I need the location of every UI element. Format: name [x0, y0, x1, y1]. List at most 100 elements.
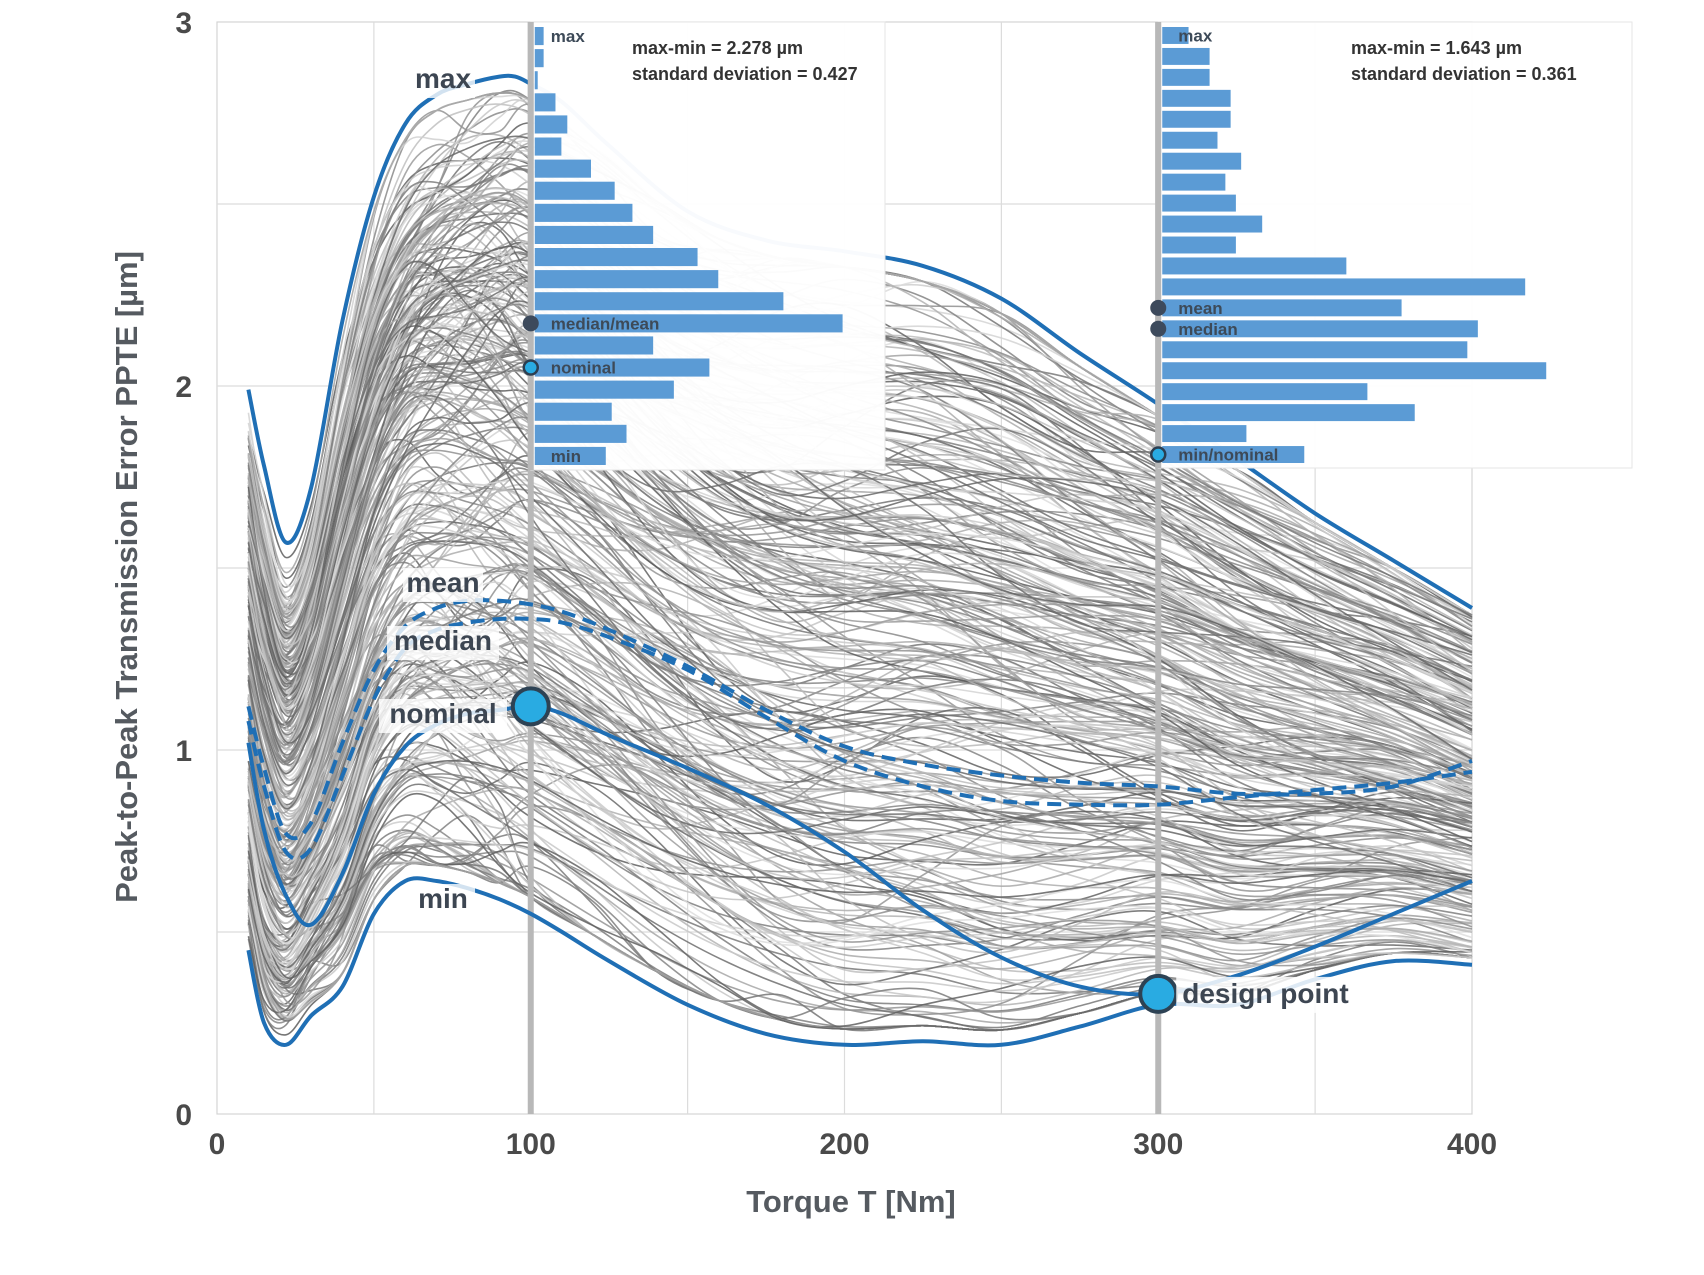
- histogram-stat: max-min = 1.643 µm: [1351, 38, 1522, 58]
- ensemble-curve: [247, 629, 1473, 967]
- histogram-insets: max-min = 2.278 µm standard deviation = 0…: [522, 21, 1633, 471]
- ensemble-curve: [247, 524, 1473, 889]
- histogram-bar: [534, 336, 654, 355]
- ensemble-curve: [247, 437, 1473, 814]
- ensemble-curve: [247, 648, 1473, 944]
- histogram-bar: [1162, 299, 1402, 317]
- curve-label-bg-mean: [403, 568, 483, 602]
- ensemble-curve: [247, 705, 1473, 985]
- x-tick-label: 300: [1133, 1128, 1183, 1161]
- marker-design-point: [1138, 973, 1179, 1014]
- ensemble-curve: [247, 386, 1473, 862]
- y-tick-label: 2: [175, 371, 192, 404]
- histogram-label-min/nominal: min/nominal: [1178, 446, 1278, 465]
- histogram-label-mean: mean: [1178, 299, 1222, 318]
- histogram-bar: [534, 49, 544, 68]
- histogram-bar: [1162, 89, 1231, 107]
- ensemble-curve: [247, 673, 1473, 954]
- histogram-dot-median/mean: [522, 315, 539, 332]
- ensemble-curve: [247, 325, 1473, 848]
- x-tick-label: 100: [506, 1128, 556, 1161]
- histogram-bar: [534, 71, 538, 90]
- ensemble-curve: [247, 478, 1473, 841]
- histogram-bar: [534, 292, 784, 311]
- tick-labels: 0 100 200 300 400 0 1 2 3: [175, 7, 1497, 1161]
- histogram-dot-mean: [1150, 299, 1167, 316]
- ensemble-curve: [247, 716, 1473, 1006]
- markers: design point: [510, 686, 1361, 1014]
- ensemble-curve: [247, 482, 1473, 810]
- histogram-label-median: median: [1178, 320, 1238, 339]
- ensemble-curve: [247, 300, 1473, 788]
- ensemble-curve: [247, 619, 1473, 945]
- histogram-bar: [1162, 47, 1210, 65]
- ensemble-curve: [247, 465, 1473, 838]
- histogram-bar: [534, 314, 843, 333]
- curve-label-mean: mean: [406, 567, 479, 598]
- ensemble-curve: [247, 393, 1473, 777]
- histogram-stat: max-min = 2.278 µm: [632, 38, 803, 58]
- ensemble-curve: [247, 289, 1473, 732]
- ensemble-curve: [247, 561, 1473, 901]
- histogram-bar: [534, 159, 591, 178]
- histogram-bar: [534, 446, 606, 465]
- y-tick-label: 1: [175, 735, 192, 768]
- histogram-bar: [1162, 173, 1226, 191]
- ensemble-curve: [247, 701, 1473, 969]
- y-tick-label: 0: [175, 1099, 192, 1132]
- curve-label-bg-max: [411, 64, 475, 98]
- curve-labels: max mean median nominal min: [379, 63, 507, 918]
- histogram-label-median/mean: median/mean: [551, 314, 660, 333]
- ensemble-curve: [247, 759, 1473, 983]
- y-axis-title: Peak-to-Peak Transmission Error PPTE [µm…: [109, 251, 144, 903]
- series-line-mean: [246, 598, 1473, 841]
- ensemble-curve: [247, 482, 1473, 873]
- histogram-bar: [1162, 341, 1468, 359]
- histogram-bar: [1162, 27, 1189, 44]
- histogram-bar: [534, 115, 568, 134]
- histogram-bar: [534, 358, 710, 377]
- histogram-bar: [1162, 215, 1263, 233]
- ensemble-curve: [247, 442, 1473, 833]
- histogram-bar: [534, 27, 544, 46]
- design-point-label: design point: [1182, 978, 1348, 1009]
- histogram-bar: [1162, 320, 1478, 338]
- histogram-label-min: min: [551, 447, 581, 466]
- curve-label-median: median: [394, 625, 492, 656]
- y-tick-label: 3: [175, 7, 192, 40]
- histogram-bar: [534, 181, 615, 200]
- ensemble-curve: [247, 581, 1473, 884]
- ensemble-curve: [247, 624, 1473, 872]
- histogram-stat: standard deviation = 0.427: [632, 64, 858, 84]
- design-point-label-bg: [1176, 976, 1361, 1013]
- histogram-stat: standard deviation = 0.361: [1351, 64, 1577, 84]
- ensemble-curve: [247, 761, 1473, 981]
- histogram-bar: [1162, 131, 1218, 149]
- ensemble-curve: [247, 696, 1473, 979]
- ensemble-curve: [247, 366, 1473, 849]
- ensemble-curve: [247, 470, 1473, 852]
- ensemble-curve: [247, 452, 1473, 812]
- ensemble-curve: [247, 654, 1473, 951]
- histogram-label-nominal: nominal: [551, 359, 616, 378]
- histogram-dot-nominal: [522, 359, 539, 376]
- curve-label-bg-min: [411, 884, 475, 918]
- ensemble-curve: [247, 638, 1473, 959]
- histogram-bar: [1162, 194, 1236, 212]
- curve-label-bg-nominal: [379, 699, 507, 733]
- ensemble-curve: [247, 719, 1473, 951]
- histogram-dot-median: [1150, 320, 1167, 337]
- ensemble-curve: [247, 835, 1473, 995]
- histogram-bar: [1162, 425, 1247, 443]
- histogram-bar: [534, 93, 556, 112]
- ensemble-curve: [247, 571, 1473, 854]
- histogram-bar: [1162, 68, 1210, 86]
- histogram-bar: [1162, 404, 1415, 422]
- histogram-label-max: max: [551, 27, 586, 46]
- histogram-bar: [1162, 110, 1231, 128]
- x-tick-label: 0: [209, 1128, 226, 1161]
- histogram-bar: [1162, 236, 1236, 254]
- histogram-bar: [1162, 383, 1368, 401]
- histogram-bar: [1162, 257, 1347, 275]
